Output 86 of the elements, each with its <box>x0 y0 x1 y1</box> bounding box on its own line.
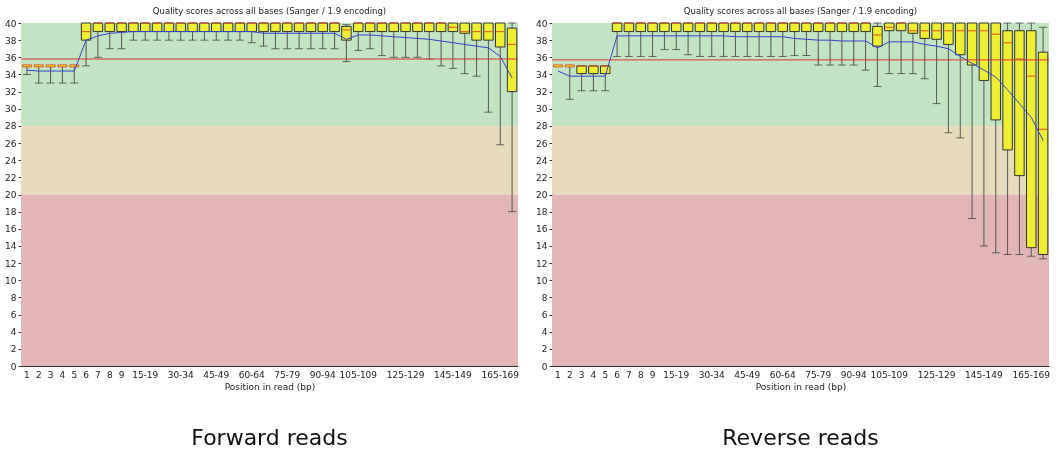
y-tick-label: 2 <box>541 344 548 355</box>
x-tick-label: 15-19 <box>663 369 690 380</box>
x-tick-label: 3 <box>578 369 585 380</box>
y-tick-label: 20 <box>5 190 17 200</box>
x-tick-label: 9 <box>118 369 125 380</box>
x-tick-label: 1 <box>24 369 30 380</box>
chart-title: Quality scores across all bases (Sanger / 1.9 encoding) <box>152 5 387 16</box>
text: Forward reads <box>191 425 348 450</box>
y-tick-label: 34 <box>5 69 17 80</box>
y-tick-label: 32 <box>5 87 17 98</box>
x-tick-label: 105-109 <box>870 369 909 380</box>
y-tick-label: 18 <box>5 207 17 218</box>
x-tick-label: 75-79 <box>274 369 301 380</box>
x-tick-label: 6 <box>83 369 90 380</box>
y-tick-label: 10 <box>536 275 548 286</box>
y-tick-label: 0 <box>541 361 548 372</box>
y-tick-label: 34 <box>536 69 548 80</box>
x-tick-label: 8 <box>106 369 113 380</box>
x-tick-label: 165-169 <box>1012 369 1051 380</box>
y-tick-label: 14 <box>5 241 17 252</box>
y-tick-label: 36 <box>536 52 548 63</box>
y-tick-label: 32 <box>536 87 548 98</box>
y-tick-label: 10 <box>5 275 17 286</box>
y-tick-label: 6 <box>10 310 17 321</box>
x-tick-label: 15-19 <box>132 369 159 380</box>
y-tick-label: 26 <box>5 138 17 149</box>
y-tick-label: 38 <box>536 35 548 46</box>
y-tick-label: 20 <box>536 190 548 200</box>
x-tick-label: 4 <box>590 369 597 380</box>
x-tick-label: 5 <box>602 369 609 380</box>
x-tick-label: 60-64 <box>769 369 797 380</box>
y-tick-label: 18 <box>536 207 548 218</box>
x-tick-label: 7 <box>626 369 632 380</box>
x-tick-label: 45-49 <box>734 369 761 380</box>
x-tick-label: 125-129 <box>917 369 956 380</box>
x-tick-label: 75-79 <box>805 369 832 380</box>
y-tick-label: 38 <box>5 35 17 46</box>
x-tick-label: 8 <box>637 369 644 380</box>
x-tick-label: 6 <box>614 369 621 380</box>
x-tick-label: 5 <box>71 369 78 380</box>
y-tick-label: 16 <box>5 224 17 235</box>
x-tick-label: 2 <box>566 369 573 380</box>
x-tick-label: 9 <box>649 369 656 380</box>
x-tick-label: 90-94 <box>840 369 868 380</box>
x-tick-label: 145-149 <box>965 369 1003 380</box>
y-tick-label: 24 <box>536 155 548 166</box>
y-tick-label: 12 <box>536 258 548 269</box>
x-tick-label: 2 <box>35 369 42 380</box>
x-axis-title: Position in read (bp) <box>755 381 847 392</box>
text: Reverse reads <box>722 425 879 450</box>
x-axis-title: Position in read (bp) <box>224 381 316 392</box>
y-tick-label: 16 <box>536 224 548 235</box>
y-tick-label: 36 <box>5 52 17 63</box>
y-tick-label: 2 <box>10 344 17 355</box>
y-tick-label: 40 <box>5 18 17 29</box>
y-tick-label: 4 <box>541 327 548 338</box>
y-tick-label: 8 <box>10 292 17 303</box>
x-tick-label: 7 <box>95 369 101 380</box>
x-tick-label: 4 <box>59 369 66 380</box>
y-tick-label: 40 <box>536 18 548 29</box>
y-tick-label: 30 <box>5 104 17 115</box>
x-tick-label: 1 <box>555 369 561 380</box>
y-tick-label: 28 <box>5 121 17 132</box>
y-tick-label: 26 <box>536 138 548 149</box>
x-tick-label: 145-149 <box>434 369 472 380</box>
x-tick-label: 45-49 <box>203 369 230 380</box>
y-tick-label: 4 <box>10 327 17 338</box>
x-tick-label: 3 <box>47 369 54 380</box>
x-tick-label: 105-109 <box>339 369 378 380</box>
y-tick-label: 28 <box>536 121 548 132</box>
y-tick-label: 14 <box>536 241 548 252</box>
y-tick-label: 0 <box>10 361 17 372</box>
x-tick-label: 90-94 <box>309 369 337 380</box>
x-tick-label: 165-169 <box>481 369 520 380</box>
chart-title: Quality scores across all bases (Sanger / 1.9 encoding) <box>683 5 918 16</box>
y-tick-label: 8 <box>541 292 548 303</box>
x-tick-label: 30-34 <box>167 369 195 380</box>
x-tick-label: 60-64 <box>238 369 266 380</box>
x-tick-label: 125-129 <box>386 369 425 380</box>
y-tick-label: 22 <box>536 172 548 183</box>
y-tick-label: 6 <box>541 310 548 321</box>
x-tick-label: 30-34 <box>698 369 726 380</box>
y-tick-label: 24 <box>5 155 17 166</box>
y-tick-label: 22 <box>5 172 17 183</box>
y-tick-label: 12 <box>5 258 17 269</box>
y-tick-label: 30 <box>536 104 548 115</box>
